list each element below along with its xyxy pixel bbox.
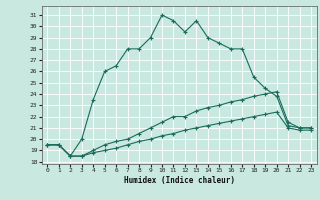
X-axis label: Humidex (Indice chaleur): Humidex (Indice chaleur) [124,176,235,185]
